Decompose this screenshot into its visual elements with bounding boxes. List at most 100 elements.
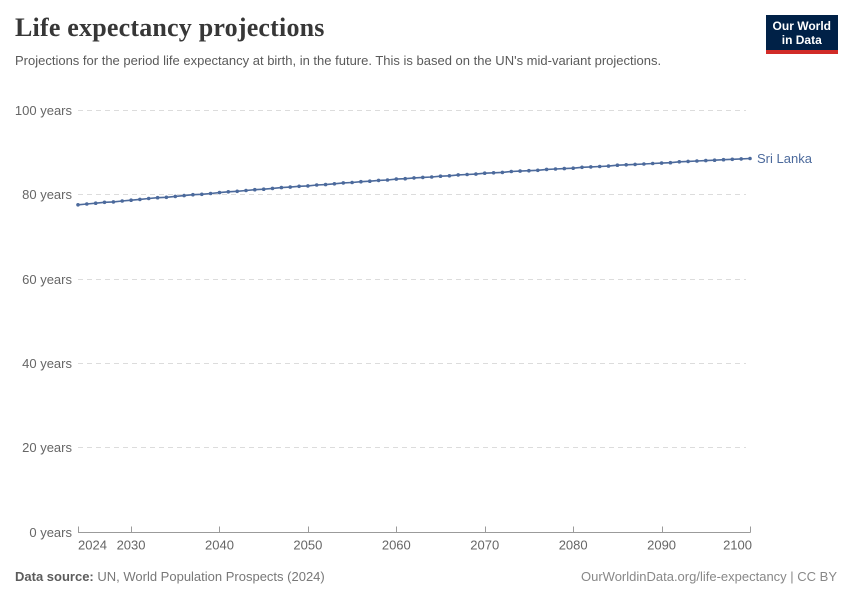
data-point (748, 156, 752, 161)
data-point (633, 162, 637, 167)
data-point (465, 172, 469, 177)
chart-subtitle: Projections for the period life expectan… (15, 53, 662, 68)
data-point (138, 197, 142, 202)
data-point (438, 174, 443, 178)
data-point (509, 169, 514, 174)
data-point (253, 187, 257, 192)
data-point (562, 166, 567, 171)
data-point (182, 193, 186, 198)
data-point (527, 168, 531, 173)
data-point (164, 195, 169, 200)
data-point (155, 195, 160, 200)
data-point (518, 169, 522, 173)
data-point (695, 159, 699, 163)
data-point (482, 171, 487, 175)
data-point (589, 165, 593, 169)
data-point (359, 179, 363, 184)
series-label[interactable]: Sri Lanka (757, 151, 813, 166)
data-point (571, 166, 575, 170)
data-point (368, 179, 372, 183)
x-axis-label: 2080 (559, 538, 588, 553)
y-axis-label: 20 years (22, 440, 72, 455)
data-point (730, 157, 735, 162)
data-point (491, 171, 496, 175)
y-axis-label: 100 years (15, 103, 73, 118)
data-point (93, 201, 98, 205)
data-point (270, 186, 275, 191)
data-point (120, 199, 124, 203)
data-point (385, 178, 390, 182)
data-point (474, 172, 478, 176)
data-point (111, 200, 116, 204)
data-point (244, 188, 248, 193)
data-point (597, 164, 602, 169)
x-axis-label: 2030 (117, 538, 146, 553)
data-point (536, 168, 540, 173)
data-point (314, 183, 319, 187)
data-point (85, 202, 89, 206)
data-point (288, 185, 293, 189)
data-point (456, 173, 461, 177)
data-point (323, 182, 328, 187)
data-source-label: Data source: (15, 569, 94, 584)
data-point (146, 196, 151, 201)
data-source-value: UN, World Population Prospects (2024) (93, 569, 325, 584)
logo-line2: in Data (781, 33, 822, 47)
data-point (615, 163, 620, 167)
series-line (77, 157, 751, 206)
data-point (261, 187, 266, 191)
data-point (226, 190, 231, 194)
x-axis-label: 2090 (647, 538, 676, 553)
data-point (332, 182, 337, 186)
data-point (553, 167, 558, 171)
data-point (668, 160, 673, 165)
data-point (76, 203, 80, 207)
credit-link[interactable]: OurWorldinData.org/life-expectancy | CC … (580, 569, 837, 584)
data-point (500, 170, 505, 175)
logo-line1: Our World (772, 19, 831, 33)
data-point (677, 160, 682, 164)
data-point (129, 198, 133, 202)
data-point (429, 175, 434, 179)
data-point (659, 161, 664, 165)
data-point (624, 163, 628, 167)
data-point (739, 157, 743, 161)
data-point (686, 159, 690, 164)
data-point (306, 184, 310, 188)
data-point (191, 192, 195, 197)
data-source-note: Data source: UN, World Population Prospe… (15, 569, 325, 584)
owid-logo[interactable]: Our World in Data (765, 15, 838, 54)
data-point (200, 192, 204, 197)
data-point (580, 165, 584, 170)
x-axis-label: 2040 (205, 538, 234, 553)
y-axis-label: 0 years (29, 525, 72, 540)
data-point (297, 184, 301, 189)
data-point (642, 162, 646, 166)
x-axis-label: 2060 (382, 538, 411, 553)
y-axis-label: 80 years (22, 187, 72, 202)
data-point (544, 167, 549, 172)
chart-footer: Data source: UN, World Population Prospe… (15, 569, 837, 584)
data-point (721, 157, 726, 162)
data-point (341, 181, 346, 185)
data-point (412, 176, 416, 180)
data-point (350, 180, 354, 185)
page-title: Life expectancy projections (15, 13, 325, 42)
data-point (173, 194, 178, 199)
data-point (421, 175, 425, 180)
data-point (403, 176, 408, 181)
data-point (712, 158, 717, 162)
x-axis-label: 2024 (78, 538, 107, 553)
data-point (235, 189, 239, 194)
data-point (704, 158, 708, 163)
y-axis-label: 60 years (22, 272, 72, 287)
data-point (217, 190, 222, 195)
data-point (447, 174, 452, 178)
data-point (376, 178, 381, 183)
data-point (102, 200, 107, 205)
x-axis-label: 2050 (293, 538, 322, 553)
data-point (606, 164, 611, 168)
